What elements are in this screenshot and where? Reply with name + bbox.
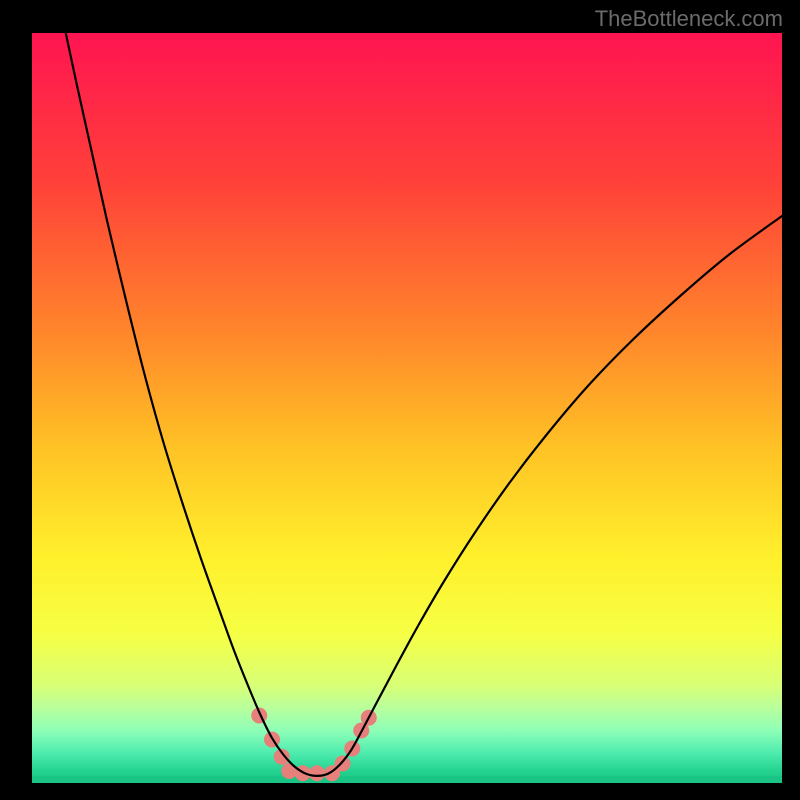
chart-svg [0, 0, 800, 800]
marker [309, 765, 325, 781]
bottom-strip [32, 776, 782, 783]
stage: TheBottleneck.com [0, 0, 800, 800]
plot-area [32, 33, 782, 783]
marker [335, 756, 351, 772]
watermark-text: TheBottleneck.com [595, 6, 783, 32]
